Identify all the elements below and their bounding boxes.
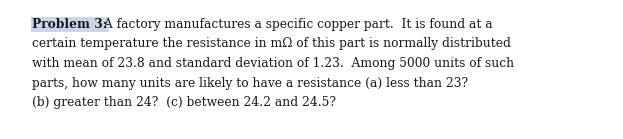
Text: A factory manufactures a specific copper part.  It is found at a: A factory manufactures a specific copper… [100, 18, 493, 31]
Text: (b) greater than 24?  (c) between 24.2 and 24.5?: (b) greater than 24? (c) between 24.2 an… [32, 96, 336, 109]
Text: parts, how many units are likely to have a resistance (a) less than 23?: parts, how many units are likely to have… [32, 76, 468, 90]
Text: certain temperature the resistance in mΩ of this part is normally distributed: certain temperature the resistance in mΩ… [32, 38, 511, 50]
Text: with mean of 23.8 and standard deviation of 1.23.  Among 5000 units of such: with mean of 23.8 and standard deviation… [32, 57, 514, 70]
Text: Problem 3:: Problem 3: [32, 18, 107, 31]
